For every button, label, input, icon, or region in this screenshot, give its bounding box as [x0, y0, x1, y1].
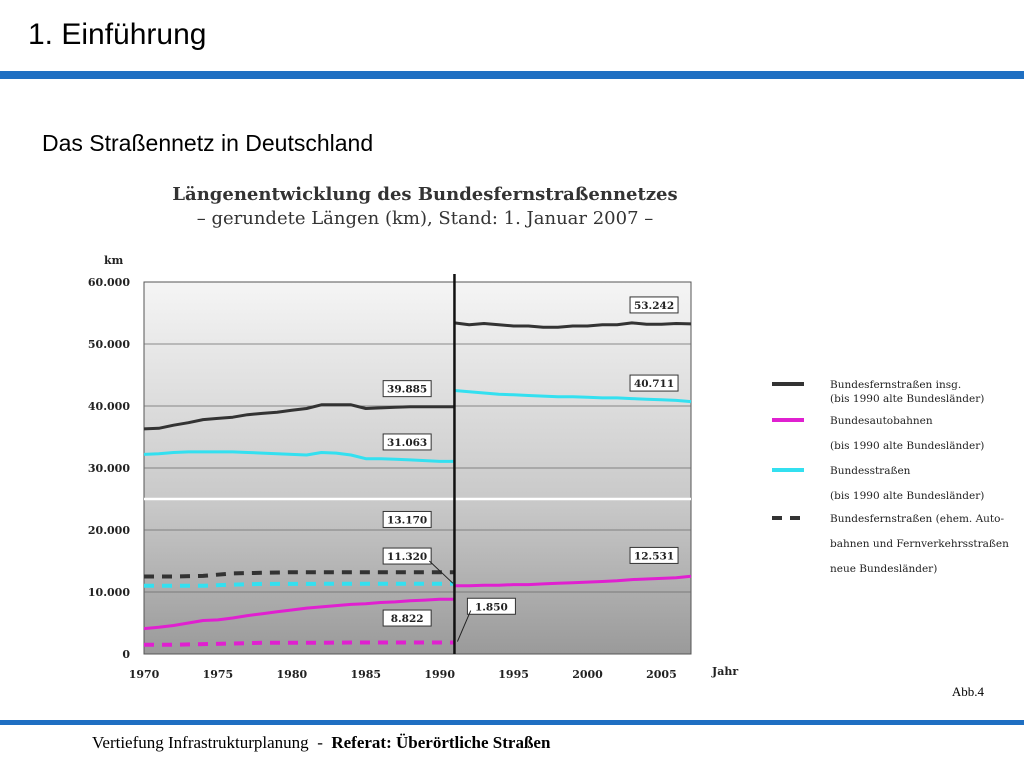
annotation-leader [456, 610, 472, 642]
road-network-chart: Längenentwicklung des Bundesfernstraßenn… [88, 184, 1009, 681]
series-line [144, 640, 455, 647]
footer-separator: - [308, 733, 332, 752]
series-line [454, 574, 692, 588]
chart-subtitle: – gerundete Längen (km), Stand: 1. Janua… [197, 208, 654, 229]
annotation-label: 53.242 [634, 300, 674, 312]
series-line [144, 570, 455, 579]
annotation-label: 40.711 [634, 378, 674, 390]
y-tick-label: 10.000 [88, 586, 130, 599]
chart-container: Längenentwicklung des Bundesfernstraßenn… [60, 172, 1020, 692]
annotation-box [382, 609, 432, 627]
annotation-box [629, 374, 679, 392]
annotation-label: 12.531 [634, 550, 674, 562]
annotation-box [629, 546, 679, 564]
legend-label: (bis 1990 alte Bundesländer) [830, 490, 984, 502]
annotation-box [382, 380, 432, 398]
x-tick-label: 2000 [572, 668, 603, 681]
annotation-label: 39.885 [387, 384, 427, 396]
footer-topic: Referat: Überörtliche Straßen [331, 733, 551, 752]
x-tick-label: 1995 [498, 668, 529, 681]
x-tick-label: 1975 [203, 668, 234, 681]
annotation-label: 8.822 [391, 613, 424, 625]
legend-label: (bis 1990 alte Bundesländer) [830, 393, 984, 405]
series-line [143, 597, 455, 631]
footer-course: Vertiefung Infrastrukturplanung [92, 733, 309, 752]
annotation-leader [428, 560, 454, 584]
annotation-box [382, 510, 432, 528]
footer-rule [0, 720, 1024, 725]
legend-label: bahnen und Fernverkehrsstraßen [830, 538, 1009, 550]
y-tick-label: 50.000 [88, 338, 130, 351]
legend-label: Bundesautobahnen [830, 415, 933, 427]
annotation-box [466, 597, 516, 615]
title-rule [0, 71, 1024, 79]
series-line [143, 403, 455, 431]
y-tick-label: 30.000 [88, 462, 130, 475]
x-tick-label: 2005 [646, 668, 677, 681]
annotation-box [382, 433, 432, 451]
annotation-label: 13.170 [387, 514, 427, 526]
slide-title: 1. Einführung [28, 18, 207, 51]
legend-label: Bundesfernstraßen insg. [830, 379, 961, 391]
x-tick-label: 1985 [350, 668, 381, 681]
legend-label: (bis 1990 alte Bundesländer) [830, 440, 984, 452]
y-tick-label: 0 [122, 648, 130, 661]
footer: Vertiefung Infrastrukturplanung - Refera… [92, 733, 550, 753]
figure-label: Abb.4 [951, 684, 984, 699]
y-tick-label: 40.000 [88, 400, 130, 413]
legend-label: Bundesfernstraßen (ehem. Auto- [830, 513, 1004, 525]
series-line [454, 389, 692, 404]
legend-label: neue Bundesländer) [830, 563, 937, 575]
slide-subtitle: Das Straßennetz in Deutschland [42, 130, 374, 156]
annotation-label: 1.850 [475, 601, 508, 613]
x-tick-label: 1990 [424, 668, 455, 681]
series-line [143, 450, 455, 463]
y-axis-label: km [104, 254, 124, 267]
y-tick-label: 20.000 [88, 524, 130, 537]
x-tick-label: 1970 [129, 668, 160, 681]
y-tick-label: 60.000 [88, 276, 130, 289]
annotation-box [629, 296, 679, 314]
x-axis-label: Jahr [711, 665, 738, 678]
series-line [144, 581, 455, 588]
legend-label: Bundesstraßen [830, 465, 911, 477]
series-line [454, 321, 692, 329]
annotation-label: 31.063 [387, 437, 427, 449]
x-tick-label: 1980 [277, 668, 308, 681]
annotation-box [382, 547, 432, 565]
chart-title: Längenentwicklung des Bundesfernstraßenn… [172, 184, 677, 205]
annotation-label: 11.320 [387, 551, 427, 563]
